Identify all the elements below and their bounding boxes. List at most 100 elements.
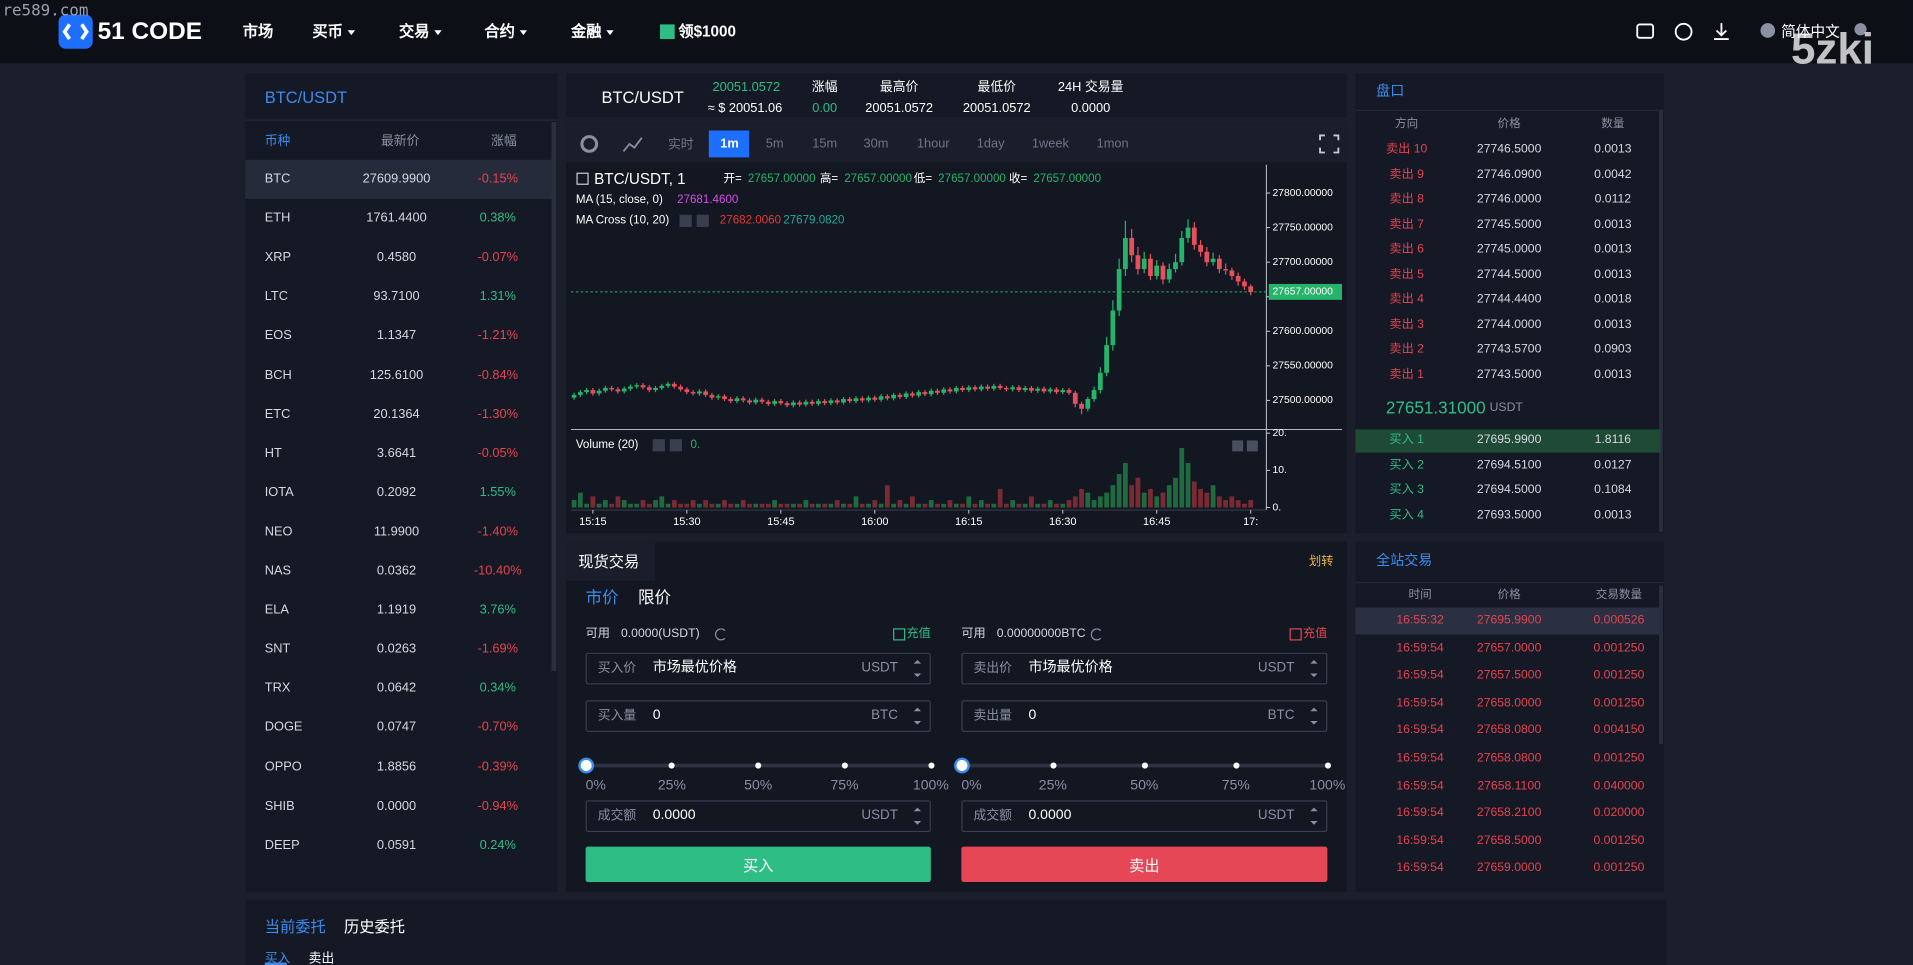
spin-down[interactable] [913,673,922,678]
market-symbol[interactable]: LTC [264,289,288,304]
fullscreen-icon[interactable] [1319,134,1340,154]
market-symbol[interactable]: XRP [264,250,292,265]
submit-label[interactable]: 买入 [742,857,774,875]
slider-dot[interactable] [841,762,848,769]
market-symbol[interactable]: ETH [264,210,291,226]
market-symbol[interactable]: EOS [264,328,292,343]
spin-up[interactable] [1310,660,1318,664]
market-symbol[interactable]: NAS [264,563,292,578]
sell-button[interactable] [961,846,1328,883]
input-field[interactable] [585,800,931,833]
market-symbol[interactable]: DOGE [264,719,303,735]
nav-item[interactable]: 市场 [242,22,274,40]
spin-up[interactable] [1310,707,1318,712]
deposit-icon[interactable] [893,628,906,641]
user-icon[interactable] [1674,22,1693,41]
deposit-link[interactable]: 充值 [1302,627,1328,641]
market-symbol[interactable]: SNT [264,641,291,657]
slider-dot[interactable] [1232,762,1239,769]
orders-tab[interactable]: 历史委托 [344,918,406,936]
slider-dot[interactable] [755,762,762,769]
refresh-icon[interactable] [1090,628,1103,641]
nav-item[interactable]: 金融 [571,24,614,39]
nav-item[interactable]: 交易 [399,24,442,39]
spin-up[interactable] [913,660,922,664]
indicator-icon[interactable] [652,439,665,452]
buy-button[interactable] [585,846,931,883]
input-field[interactable] [961,700,1328,732]
interval[interactable]: 15m [812,136,838,151]
interval[interactable]: 1m [720,136,739,151]
spin-down[interactable] [1310,821,1318,825]
input-field[interactable] [961,800,1328,833]
market-symbol[interactable]: BTC [264,171,291,187]
spin-up[interactable] [913,807,922,812]
candle-body [765,401,771,404]
language[interactable]: 简体中文 [1781,23,1840,41]
collapse-icon[interactable] [576,172,589,185]
orders-subtab[interactable]: 卖出 [308,951,335,965]
slider-dot[interactable] [668,762,675,769]
transfer-button[interactable]: 划转 [1309,555,1334,569]
market-symbol[interactable]: TRX [264,680,291,696]
indicator-icon[interactable] [622,137,643,152]
spin-down[interactable] [913,721,922,725]
logo-icon[interactable] [58,14,93,49]
avatar-icon[interactable] [1854,23,1867,36]
indicator-icon[interactable] [679,214,692,227]
interval[interactable]: 1hour [916,136,950,151]
market-symbol[interactable]: OPPO [264,759,302,774]
download-icon[interactable] [1714,23,1729,40]
market-symbol[interactable]: DEEP [264,837,300,853]
input-field[interactable] [585,652,931,685]
slider-handle[interactable] [954,757,970,774]
input-field[interactable] [585,700,931,732]
nav-item[interactable]: 合约 [484,24,527,39]
orders-tab[interactable]: 当前委托 [264,918,326,936]
submit-label[interactable]: 卖出 [1129,857,1160,875]
market-symbol[interactable]: HT [264,445,282,461]
interval[interactable]: 30m [863,136,889,151]
orders-subtab[interactable]: 买入 [264,951,291,965]
slider-dot[interactable] [1141,762,1148,769]
spin-up[interactable] [1310,807,1318,812]
indicator-icon[interactable] [669,439,682,452]
candle-body [709,394,715,398]
market-symbol[interactable]: BCH [264,367,292,383]
market-symbol[interactable]: ETC [264,406,291,422]
slider-handle[interactable] [578,757,595,774]
indicator-icon[interactable] [696,214,709,227]
market-symbol[interactable]: ELA [264,602,289,618]
interval[interactable]: 5m [765,136,784,151]
spin-down[interactable] [913,821,922,825]
slider-dot[interactable] [1049,762,1056,769]
refresh-icon[interactable] [714,628,728,641]
deposit-link[interactable]: 充值 [906,627,931,641]
market-symbol[interactable]: SHIB [264,798,295,813]
order-type-tab[interactable]: 限价 [638,588,671,607]
deposit-icon[interactable] [1289,628,1302,641]
settings-icon[interactable] [580,135,599,153]
logo-text[interactable]: 51 CODE [97,18,203,46]
interval[interactable]: 实时 [667,137,694,153]
interval[interactable]: 1mon [1096,136,1129,151]
wallet-icon[interactable] [1636,23,1655,39]
interval[interactable]: 1week [1031,136,1069,151]
nav-item[interactable]: 领$1000 [678,22,736,40]
globe-icon[interactable] [1760,23,1776,38]
pane-icon[interactable] [1246,440,1258,452]
slider-dot[interactable] [927,762,934,769]
candle-body [609,387,615,390]
nav-item[interactable]: 买币 [312,24,355,39]
spin-down[interactable] [1310,673,1318,678]
candle-body [960,387,965,391]
slider-dot[interactable] [1324,762,1331,769]
market-symbol[interactable]: NEO [264,524,293,539]
input-field[interactable] [961,652,1328,685]
interval[interactable]: 1day [976,136,1005,151]
spin-down[interactable] [1310,721,1318,725]
pane-icon[interactable] [1232,440,1244,452]
market-symbol[interactable]: IOTA [264,485,294,500]
order-type-tab[interactable]: 市价 [585,588,619,607]
spin-up[interactable] [913,707,922,712]
